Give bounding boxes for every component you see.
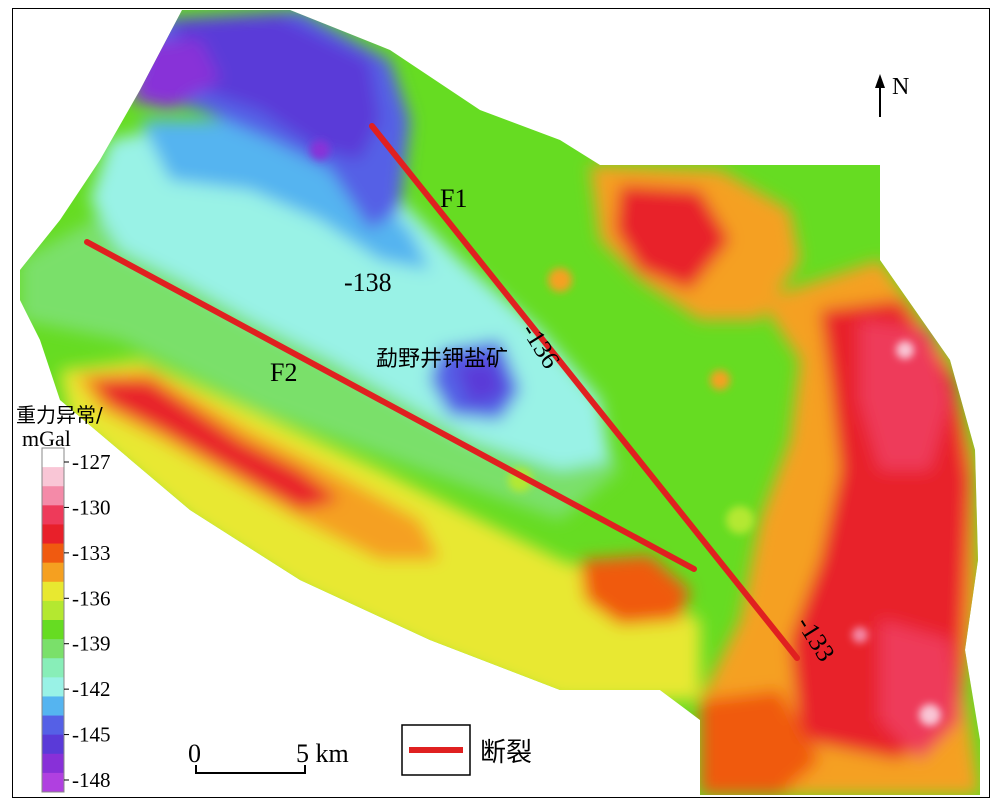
north-arrow: N	[875, 74, 909, 117]
scale-bar-end: 5 km	[296, 739, 349, 768]
colorbar-swatch	[42, 448, 64, 468]
colorbar-swatch	[42, 543, 64, 564]
colorbar-tick-label: -136	[72, 586, 111, 610]
colorbar-swatch	[42, 658, 64, 678]
colorbar-tick-label: -130	[72, 495, 111, 519]
north-label: N	[892, 74, 909, 100]
fault-f2-line	[84, 239, 697, 572]
colorbar-tick-label: -139	[72, 632, 111, 656]
fault-lines	[84, 123, 800, 661]
north-arrow-icon	[875, 74, 885, 88]
colorbar-swatch	[42, 562, 64, 583]
colorbar-swatch	[42, 734, 64, 755]
colorbar-swatch	[42, 486, 64, 506]
colorbar: 重力异常/ mGal -127-130-133-136-139-142-145-…	[16, 403, 111, 793]
colorbar-swatch	[42, 505, 64, 525]
colorbar-tick-label: -148	[72, 768, 111, 792]
scale-bar-start: 0	[188, 739, 201, 768]
colorbar-swatch	[42, 581, 64, 602]
colorbar-tick-label: -127	[72, 450, 111, 474]
fault-legend: 断裂	[401, 724, 532, 776]
colorbar-title-line1: 重力异常/	[16, 403, 103, 427]
map-frame	[12, 8, 990, 798]
colorbar-swatch	[42, 600, 64, 621]
colorbar-ticks: -127 -130 -133 -136 -139 -142 -145 -148	[64, 450, 111, 792]
colorbar-swatch	[42, 467, 64, 487]
colorbar-tick-label: -142	[72, 677, 111, 701]
colorbar-swatch	[42, 753, 64, 774]
colorbar-swatch	[42, 696, 64, 717]
fault-f1-label: F1	[440, 184, 467, 213]
scale-bar: 0 5 km	[188, 739, 349, 774]
colorbar-swatch	[42, 639, 64, 659]
colorbar-swatch	[42, 677, 64, 697]
fault-f1-line	[369, 123, 800, 661]
fault-f2-label: F2	[270, 358, 297, 387]
colorbar-swatch	[42, 715, 64, 736]
colorbar-tick-label: -133	[72, 541, 111, 565]
colorbar-tick-label: -145	[72, 723, 111, 747]
colorbar-outline	[41, 447, 65, 793]
colorbar-swatches	[41, 447, 65, 793]
colorbar-swatch	[42, 524, 64, 545]
place-label: 勐野井钾盐矿	[376, 347, 508, 372]
colorbar-swatch	[42, 620, 64, 640]
colorbar-title-line2: mGal	[22, 426, 71, 451]
colorbar-swatch	[42, 772, 64, 793]
contour-label-138: -138	[344, 268, 392, 297]
fault-legend-label: 断裂	[480, 738, 532, 768]
